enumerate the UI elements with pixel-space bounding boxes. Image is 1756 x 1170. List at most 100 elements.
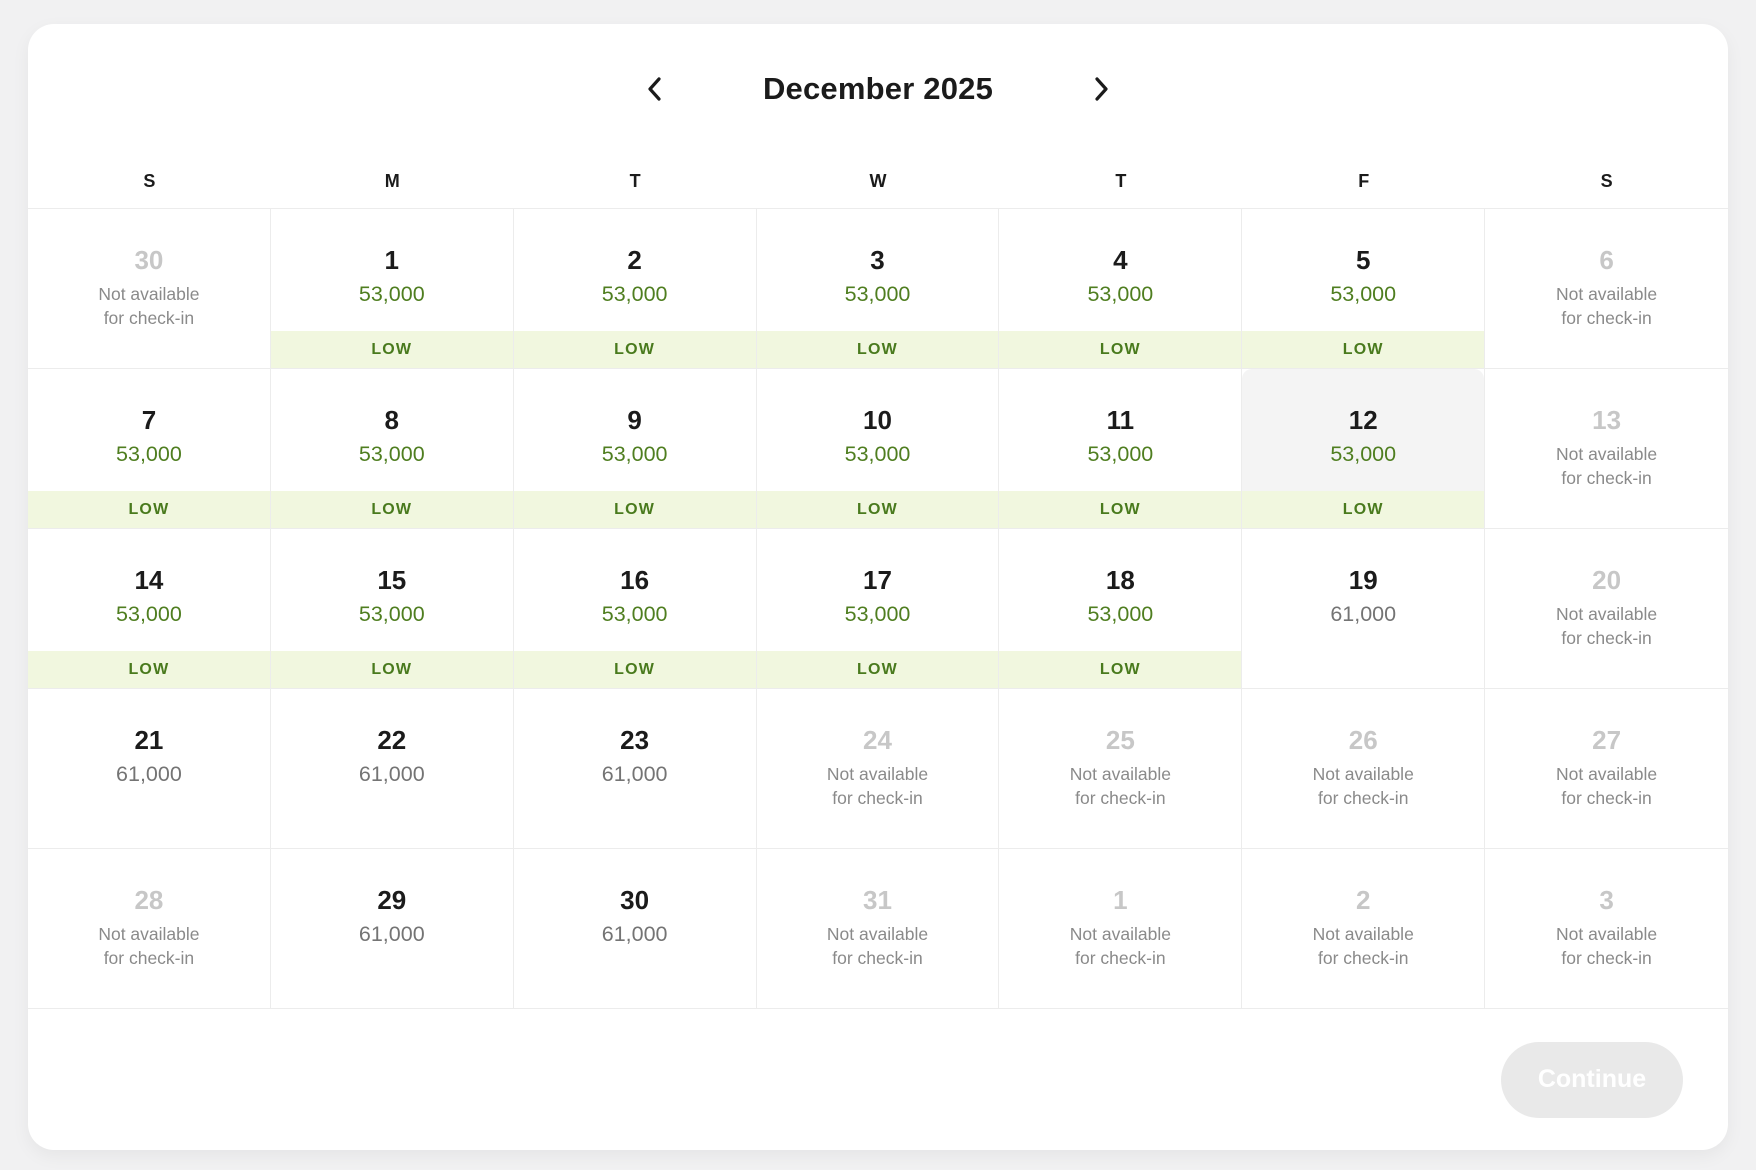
day-cell-content: 24 Not available for check-in bbox=[757, 689, 999, 848]
day-cell-25: 25 Not available for check-in bbox=[999, 689, 1243, 848]
day-number: 24 bbox=[863, 725, 892, 755]
not-available-label: Not available for check-in bbox=[1312, 924, 1414, 968]
day-price: 53,000 bbox=[844, 442, 911, 467]
day-cell-content: 22 61,000 bbox=[271, 689, 513, 848]
day-cell-content: 6 Not available for check-in bbox=[1485, 209, 1728, 368]
day-price: 53,000 bbox=[844, 602, 911, 627]
day-cell-8[interactable]: 8 53,000 LOW bbox=[270, 369, 514, 528]
day-number: 30 bbox=[134, 245, 164, 275]
day-cell-next-2: 2 Not available for check-in bbox=[1242, 849, 1486, 1008]
day-cell-3[interactable]: 3 53,000 LOW bbox=[756, 209, 1000, 368]
day-cell-18[interactable]: 18 53,000 LOW bbox=[999, 529, 1243, 688]
day-cell-4[interactable]: 4 53,000 LOW bbox=[999, 209, 1243, 368]
day-number: 2 bbox=[627, 245, 642, 275]
day-cell-17[interactable]: 17 53,000 LOW bbox=[756, 529, 1000, 688]
low-fare-badge: LOW bbox=[270, 331, 513, 368]
day-price: 53,000 bbox=[358, 442, 425, 467]
day-cell-content: 30 Not available for check-in bbox=[28, 209, 270, 368]
day-number: 14 bbox=[134, 565, 164, 595]
week-row-2: 14 53,000 LOW 15 53,000 LOW 16 53,000 LOW 17 53,00… bbox=[28, 528, 1728, 688]
day-price: 53,000 bbox=[1330, 282, 1397, 307]
day-number: 18 bbox=[1105, 565, 1135, 595]
day-cell-16[interactable]: 16 53,000 LOW bbox=[513, 529, 757, 688]
weekday-header-6: S bbox=[1600, 170, 1613, 191]
day-cell-30[interactable]: 30 61,000 bbox=[514, 849, 757, 1008]
day-price: 61,000 bbox=[601, 762, 668, 787]
day-cell-content: 15 53,000 bbox=[271, 529, 513, 651]
day-number: 30 bbox=[620, 885, 650, 915]
day-cell-21[interactable]: 21 61,000 bbox=[28, 689, 271, 848]
day-number: 17 bbox=[863, 565, 892, 595]
day-number: 26 bbox=[1348, 725, 1378, 755]
day-number: 11 bbox=[1106, 405, 1135, 435]
weekday-header-2: T bbox=[629, 170, 641, 191]
day-cell-content: 5 53,000 bbox=[1242, 209, 1484, 331]
day-cell-12[interactable]: 12 53,000 LOW bbox=[1242, 369, 1486, 528]
day-number: 22 bbox=[377, 725, 407, 755]
day-cell-content: 3 Not available for check-in bbox=[1485, 849, 1728, 1008]
day-cell-9[interactable]: 9 53,000 LOW bbox=[513, 369, 757, 528]
day-price: 53,000 bbox=[601, 602, 668, 627]
day-cell-content: 9 53,000 bbox=[514, 369, 756, 491]
day-price: 53,000 bbox=[601, 442, 668, 467]
day-cell-content: 28 Not available for check-in bbox=[28, 849, 270, 1008]
day-cell-2[interactable]: 2 53,000 LOW bbox=[513, 209, 757, 368]
day-cell-20: 20 Not available for check-in bbox=[1485, 529, 1728, 688]
weekday-header-1: M bbox=[384, 170, 400, 191]
week-row-0: 30 Not available for check-in 1 53,000 LOW 2 53… bbox=[28, 208, 1728, 368]
day-cell-content: 16 53,000 bbox=[514, 529, 756, 651]
day-cell-14[interactable]: 14 53,000 LOW bbox=[28, 529, 271, 688]
day-price: 61,000 bbox=[1330, 602, 1397, 627]
day-cell-content: 11 53,000 bbox=[999, 369, 1241, 491]
day-number: 1 bbox=[1113, 885, 1128, 915]
day-number: 4 bbox=[1113, 245, 1128, 275]
next-month-button[interactable] bbox=[1080, 65, 1122, 113]
day-number: 31 bbox=[863, 885, 892, 915]
day-number: 28 bbox=[134, 885, 164, 915]
day-cell-15[interactable]: 15 53,000 LOW bbox=[270, 529, 514, 688]
week-row-4: 28 Not available for check-in 29 61,000 30 61,… bbox=[28, 848, 1728, 1008]
day-price: 53,000 bbox=[1087, 282, 1154, 307]
day-cell-content: 19 61,000 bbox=[1242, 529, 1484, 688]
day-number: 27 bbox=[1592, 725, 1622, 755]
calendar-grid: 30 Not available for check-in 1 53,000 LOW 2 53… bbox=[28, 208, 1728, 1009]
day-number: 6 bbox=[1599, 245, 1614, 275]
not-available-label: Not available for check-in bbox=[1555, 924, 1658, 968]
day-cell-5[interactable]: 5 53,000 LOW bbox=[1242, 209, 1486, 368]
day-price: 53,000 bbox=[1087, 602, 1154, 627]
day-number: 8 bbox=[384, 405, 399, 435]
day-cell-content: 12 53,000 bbox=[1242, 369, 1485, 491]
not-available-label: Not available for check-in bbox=[826, 924, 929, 968]
not-available-label: Not available for check-in bbox=[98, 284, 200, 328]
day-cell-prev-30: 30 Not available for check-in bbox=[28, 209, 271, 368]
prev-month-button[interactable] bbox=[634, 65, 676, 113]
not-available-label: Not available for check-in bbox=[1069, 924, 1171, 968]
day-cell-next-3: 3 Not available for check-in bbox=[1485, 849, 1728, 1008]
day-price: 53,000 bbox=[1087, 442, 1154, 467]
day-number: 12 bbox=[1348, 405, 1378, 435]
day-cell-content: 1 Not available for check-in bbox=[999, 849, 1241, 1008]
day-cell-7[interactable]: 7 53,000 LOW bbox=[28, 369, 271, 528]
day-cell-29[interactable]: 29 61,000 bbox=[271, 849, 514, 1008]
not-available-label: Not available for check-in bbox=[1312, 764, 1414, 808]
day-cell-11[interactable]: 11 53,000 LOW bbox=[999, 369, 1243, 528]
continue-button[interactable]: Continue bbox=[1501, 1041, 1683, 1118]
day-cell-22[interactable]: 22 61,000 bbox=[271, 689, 514, 848]
day-number: 15 bbox=[377, 565, 407, 595]
day-cell-content: 27 Not available for check-in bbox=[1485, 689, 1728, 848]
weekday-header-4: T bbox=[1115, 170, 1127, 191]
day-cell-content: 25 Not available for check-in bbox=[999, 689, 1241, 848]
day-cell-content: 10 53,000 bbox=[757, 369, 999, 491]
day-cell-next-1: 1 Not available for check-in bbox=[999, 849, 1243, 1008]
day-cell-10[interactable]: 10 53,000 LOW bbox=[756, 369, 1000, 528]
day-cell-23[interactable]: 23 61,000 bbox=[514, 689, 757, 848]
day-price: 53,000 bbox=[358, 602, 425, 627]
day-price: 53,000 bbox=[358, 282, 425, 307]
day-cell-content: 14 53,000 bbox=[28, 529, 270, 651]
day-cell-19[interactable]: 19 61,000 bbox=[1242, 529, 1486, 688]
day-number: 23 bbox=[620, 725, 650, 755]
day-price: 61,000 bbox=[116, 762, 182, 787]
low-fare-badge: LOW bbox=[999, 651, 1242, 688]
day-cell-1[interactable]: 1 53,000 LOW bbox=[270, 209, 514, 368]
